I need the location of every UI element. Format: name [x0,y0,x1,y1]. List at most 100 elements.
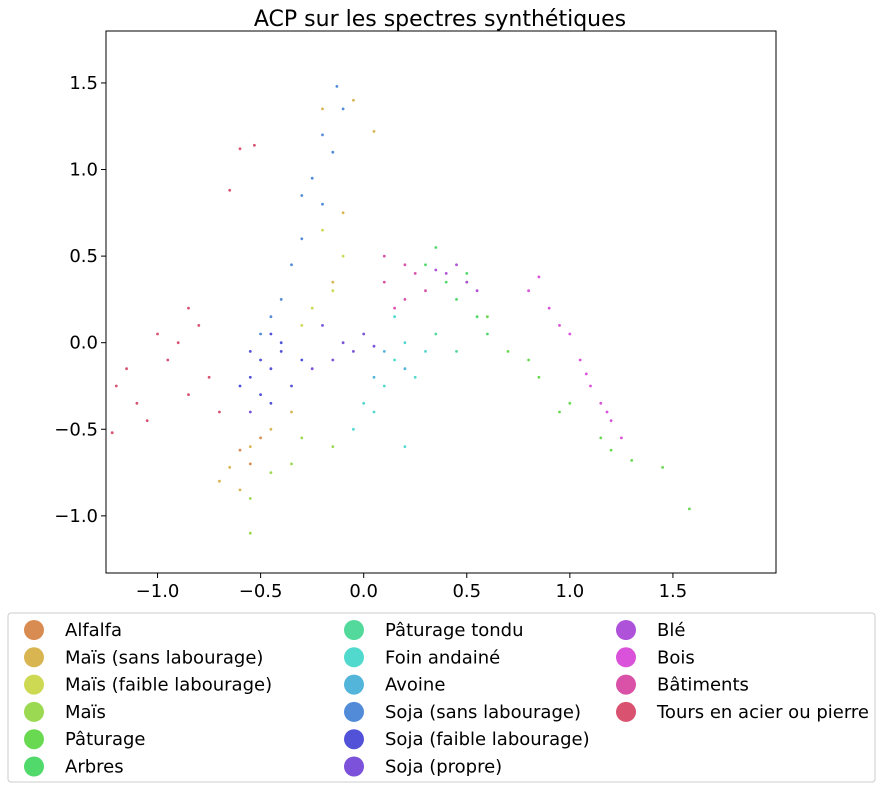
data-point [290,384,293,388]
data-point [269,367,273,371]
data-point [259,393,262,396]
legend-marker [24,729,44,750]
data-point [444,280,448,284]
data-point [238,147,242,151]
data-point [279,341,283,345]
data-point [331,445,335,448]
data-point [259,332,262,336]
data-point [403,341,407,345]
data-point [506,350,510,353]
data-point [486,332,489,336]
data-point [578,358,582,362]
data-point [145,419,149,422]
data-point [537,375,541,379]
data-point [228,188,232,192]
data-point [269,315,273,319]
data-point [341,254,345,258]
data-point [599,436,603,440]
data-point [321,133,324,137]
data-point [300,436,304,440]
data-point [465,272,469,275]
data-point [269,471,273,474]
data-point [352,98,355,102]
data-point [455,298,458,301]
data-point [110,431,114,435]
data-point [156,332,159,336]
data-point [248,410,252,414]
x-tick-label: 0.5 [452,581,481,602]
data-point [269,332,273,336]
legend-label: Maïs (faible labourage) [65,675,272,696]
data-point [176,341,180,345]
data-point [403,298,407,301]
legend-marker [24,620,44,640]
data-point [413,272,417,275]
data-point [187,393,190,396]
legend-label: Pâturage [65,729,145,750]
data-point [372,410,376,414]
legend-label: Arbres [65,757,124,778]
points-layer [110,85,691,535]
data-point [382,350,386,353]
data-point [114,384,118,388]
data-point [362,401,366,405]
data-point [444,272,448,275]
legend-label: Maïs [65,702,106,723]
data-point [197,324,201,327]
data-point [321,324,324,327]
data-point [331,289,335,293]
data-point [688,507,691,511]
data-point [630,459,634,462]
data-point [609,419,613,422]
data-point [259,436,262,440]
data-point [290,263,293,267]
data-point [558,410,561,414]
data-point [605,410,609,414]
legend-marker [344,756,364,777]
data-point [403,263,407,267]
legend-label: Soja (sans labourage) [385,702,581,723]
data-point [238,448,242,452]
data-point [166,358,170,362]
y-tick-label: 1.5 [69,73,98,94]
data-point [269,401,273,405]
data-point [413,375,417,379]
data-point [218,479,221,483]
data-point [434,246,438,249]
data-point [393,358,396,362]
legend-marker [24,701,44,722]
data-point [661,466,664,469]
data-point [300,358,304,362]
data-point [372,375,376,379]
data-point [584,372,588,376]
data-point [434,268,438,272]
legend-label: Bois [657,647,695,668]
data-point [300,194,304,197]
legend-marker [616,620,636,640]
data-point [300,324,304,327]
data-point [279,350,283,353]
legend-marker [344,620,364,640]
data-point [527,358,530,362]
x-tick-label: −1.0 [136,581,180,602]
x-tick-label: −0.5 [239,581,283,602]
data-point [238,488,242,492]
data-point [424,350,427,353]
data-point [352,350,355,353]
data-point [537,275,541,279]
data-point [527,289,530,293]
data-point [424,263,427,267]
data-point [228,466,232,469]
data-point [331,150,335,154]
data-point [290,410,293,414]
data-point [218,410,221,414]
legend-marker [24,647,44,668]
data-point [393,315,396,319]
y-tick-label: 0.5 [69,246,98,267]
data-point [269,427,273,431]
data-point [335,85,339,88]
y-tick-label: 0.0 [69,333,98,354]
x-axis: −1.0 −0.5 0.0 0.5 1.0 1.5 [136,573,687,602]
